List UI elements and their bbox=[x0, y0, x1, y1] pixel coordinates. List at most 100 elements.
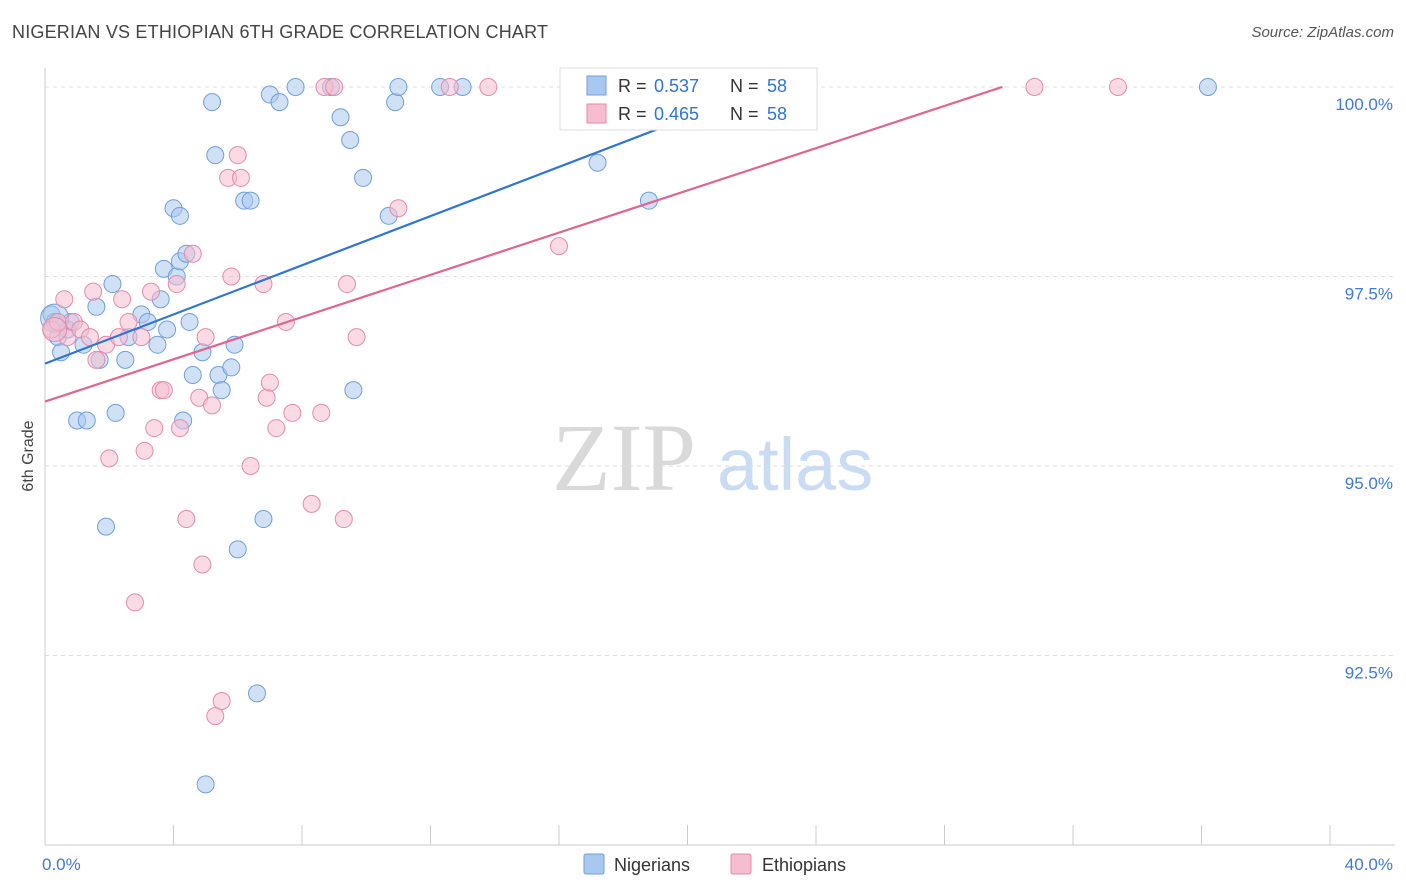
ethiopian-point bbox=[113, 290, 132, 309]
stats-n-value-nigerians: 58 bbox=[767, 76, 787, 96]
nigerian-point bbox=[331, 108, 350, 127]
nigerian-point bbox=[386, 93, 405, 112]
ethiopian-point bbox=[334, 510, 353, 529]
ethiopian-point bbox=[154, 381, 173, 400]
ethiopians-trend-line bbox=[44, 85, 1003, 403]
x-tick-label-max: 40.0% bbox=[1345, 855, 1393, 874]
stats-n-label-nigerians: N = bbox=[730, 76, 759, 96]
ethiopian-point bbox=[167, 275, 186, 294]
ethiopian-point bbox=[267, 419, 286, 438]
source-label: Source: ZipAtlas.com bbox=[1251, 24, 1394, 41]
axes bbox=[44, 68, 1395, 846]
y-tick-label: 97.5% bbox=[1345, 284, 1393, 303]
x-tick-label-min: 0.0% bbox=[42, 855, 81, 874]
ethiopian-point bbox=[228, 146, 247, 165]
nigerian-point bbox=[196, 775, 215, 794]
nigerian-point bbox=[212, 381, 231, 400]
ethiopian-point bbox=[145, 419, 164, 438]
nigerian-point bbox=[254, 510, 273, 529]
y-tick-label: 95.0% bbox=[1345, 474, 1393, 493]
nigerian-point bbox=[1198, 77, 1217, 96]
ethiopian-point bbox=[177, 510, 196, 529]
stats-swatch-nigerians bbox=[586, 75, 607, 96]
ethiopian-point bbox=[1108, 77, 1127, 96]
nigerian-point bbox=[222, 358, 241, 377]
ethiopian-point bbox=[125, 593, 144, 612]
stats-n-value-ethiopians: 58 bbox=[767, 104, 787, 124]
ethiopian-point bbox=[183, 244, 202, 263]
nigerian-point bbox=[106, 403, 125, 422]
ethiopian-point bbox=[84, 282, 103, 301]
nigerian-point bbox=[77, 411, 96, 430]
stats-r-value-ethiopians: 0.465 bbox=[654, 104, 699, 124]
legend-swatch-nigerians bbox=[583, 853, 605, 875]
nigerian-point bbox=[248, 684, 267, 703]
ethiopian-point bbox=[212, 691, 231, 710]
ethiopian-point bbox=[440, 77, 459, 96]
stats-r-label-ethiopians: R = bbox=[618, 104, 647, 124]
ethiopian-point bbox=[170, 419, 189, 438]
ethiopian-point bbox=[257, 388, 276, 407]
trend-lines bbox=[44, 85, 1003, 403]
ethiopian-point bbox=[241, 456, 260, 475]
ethiopian-point bbox=[283, 403, 302, 422]
nigerian-point bbox=[341, 131, 360, 150]
nigerians-trend-line bbox=[44, 85, 769, 365]
stats-r-value-nigerians: 0.537 bbox=[654, 76, 699, 96]
nigerian-point bbox=[183, 366, 202, 385]
nigerian-point bbox=[203, 93, 222, 112]
ethiopian-point bbox=[479, 77, 498, 96]
nigerian-point bbox=[97, 517, 116, 536]
y-tick-labels: 92.5% 95.0% 97.5% 100.0% bbox=[1335, 95, 1393, 683]
bottom-legend: Nigerians Ethiopians bbox=[583, 853, 846, 875]
stats-swatch-ethiopians bbox=[586, 103, 607, 124]
nigerian-point bbox=[354, 168, 373, 187]
ethiopian-point bbox=[196, 328, 215, 347]
nigerian-point bbox=[344, 381, 363, 400]
watermark-zip: ZIP bbox=[552, 404, 696, 511]
ethiopian-point bbox=[231, 168, 250, 187]
stats-r-label-nigerians: R = bbox=[618, 76, 647, 96]
ethiopian-point bbox=[337, 275, 356, 294]
ethiopian-point bbox=[206, 707, 225, 726]
legend-label-nigerians: Nigerians bbox=[614, 855, 690, 875]
watermark-atlas: atlas bbox=[717, 423, 873, 506]
nigerian-point bbox=[170, 206, 189, 225]
y-axis-label: 6th Grade bbox=[20, 420, 37, 491]
ethiopian-point bbox=[389, 199, 408, 218]
ethiopian-point bbox=[100, 449, 119, 468]
ethiopian-point bbox=[119, 312, 138, 331]
ethiopian-point bbox=[203, 396, 222, 415]
ethiopian-point bbox=[193, 555, 212, 574]
ethiopians-points bbox=[42, 77, 1127, 726]
x-ticks bbox=[44, 825, 1331, 845]
stats-legend: R = 0.537 N = 58 R = 0.465 N = 58 bbox=[559, 67, 818, 131]
ethiopian-point bbox=[222, 267, 241, 286]
nigerian-point bbox=[116, 350, 135, 369]
nigerian-point bbox=[87, 297, 106, 316]
ethiopian-point bbox=[312, 403, 331, 422]
ethiopian-point bbox=[55, 290, 74, 309]
ethiopian-point bbox=[550, 237, 568, 256]
nigerian-point bbox=[228, 540, 247, 559]
nigerian-point bbox=[270, 93, 289, 112]
ethiopian-point bbox=[42, 317, 68, 343]
ethiopian-point bbox=[1025, 77, 1044, 96]
nigerian-point bbox=[241, 191, 260, 210]
nigerian-point bbox=[180, 312, 199, 331]
ethiopian-point bbox=[132, 328, 151, 347]
chart-title: NIGERIAN VS ETHIOPIAN 6TH GRADE CORRELAT… bbox=[12, 22, 549, 42]
ethiopian-point bbox=[135, 441, 154, 460]
ethiopian-point bbox=[87, 350, 106, 369]
ethiopian-point bbox=[325, 77, 344, 96]
ethiopian-point bbox=[302, 494, 321, 513]
ethiopian-point bbox=[142, 282, 161, 301]
legend-swatch-ethiopians bbox=[730, 853, 752, 875]
stats-n-label-ethiopians: N = bbox=[730, 104, 759, 124]
nigerian-point bbox=[389, 77, 408, 96]
legend-label-ethiopians: Ethiopians bbox=[762, 855, 846, 875]
nigerian-point bbox=[103, 275, 122, 294]
y-tick-label: 92.5% bbox=[1345, 663, 1393, 682]
y-tick-label: 100.0% bbox=[1335, 95, 1393, 114]
